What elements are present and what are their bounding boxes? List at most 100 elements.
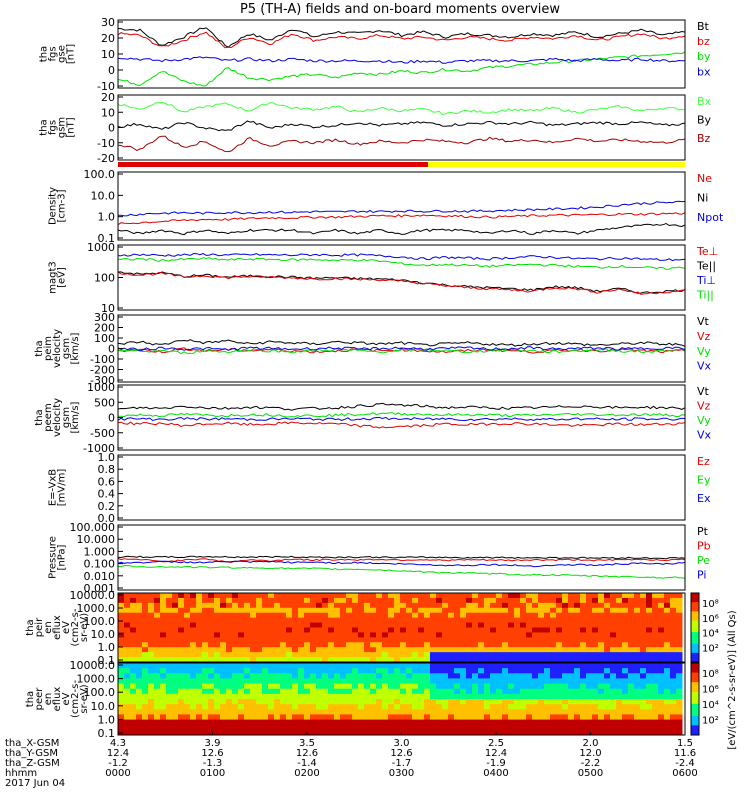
colorbar-segment [691, 620, 699, 624]
spectrogram-cell [616, 593, 623, 599]
spectrogram-cell [268, 617, 275, 624]
spectrogram-cell [202, 724, 209, 731]
spectrogram-cell [592, 693, 599, 700]
spectrogram-cell [184, 597, 191, 604]
spectrogram-cell [430, 688, 437, 695]
spectrogram-cell [172, 652, 179, 658]
spectrogram-cell [526, 617, 533, 624]
spectrogram-cell [508, 724, 515, 731]
ytick-label: 10000.0 [70, 659, 116, 672]
ylabel: gsm [61, 338, 72, 359]
colorbar-segment [691, 667, 699, 671]
spectrogram-cell [328, 688, 335, 695]
spectrogram-cell [544, 612, 551, 619]
spectrogram-cell [388, 699, 395, 705]
spectrogram-cell [310, 714, 317, 721]
spectrogram-cell [220, 673, 227, 679]
spectrogram-cell [550, 602, 557, 609]
spectrogram-cell [610, 673, 617, 679]
spectrogram-cell [616, 657, 623, 663]
spectrogram-cell [478, 714, 485, 721]
spectrogram-cell [496, 602, 503, 609]
spectrogram-cell [544, 622, 551, 628]
spectrogram-cell [340, 699, 347, 705]
spectrogram-cell [658, 637, 665, 643]
spectrogram-cell [280, 729, 287, 736]
spectrogram-cell [496, 729, 503, 736]
spectrogram-cell [280, 663, 287, 669]
spectrogram-cell [592, 668, 599, 674]
spectrogram-cell [292, 683, 299, 690]
spectrogram-cell [514, 612, 521, 619]
spectrogram-cell [556, 607, 563, 614]
spectrogram-cell [550, 663, 557, 669]
spectrogram-cell [274, 607, 281, 614]
spectrogram-cell [658, 647, 665, 653]
spectrogram-cell [448, 627, 455, 633]
spectrogram-cell [550, 729, 557, 736]
ylabel: peim [43, 336, 54, 361]
spectrogram-cell [238, 642, 245, 648]
spectrogram-cell [604, 602, 611, 609]
spectrogram-cell [142, 597, 149, 604]
spectrogram-cell [544, 617, 551, 624]
spectrogram-cell [610, 593, 617, 599]
spectrogram-cell [358, 724, 365, 731]
spectrogram-cell [538, 673, 545, 679]
legend-Ex: Ex [697, 492, 711, 505]
spectrogram-cell [454, 724, 461, 731]
spectrogram-cell [652, 724, 659, 731]
spectrogram-cell [562, 597, 569, 604]
spectrogram-cell [646, 683, 653, 690]
spectrogram-cell [628, 683, 635, 690]
spectrogram-cell [598, 637, 605, 643]
spectrogram-cell [514, 637, 521, 643]
spectrogram-cell [244, 617, 251, 624]
spectrogram-cell [382, 709, 389, 715]
spectrogram-cell [166, 593, 173, 599]
spectrogram-cell [208, 597, 215, 604]
spectrogram-cell [424, 688, 431, 695]
spectrogram-cell [394, 673, 401, 679]
spectrogram-cell [178, 704, 185, 710]
spectrogram-cell [616, 622, 623, 628]
spectrogram-cell [496, 724, 503, 731]
spectrogram-cell [580, 683, 587, 690]
spectrogram-cell [652, 593, 659, 599]
spectrogram-cell [580, 637, 587, 643]
spectrogram-cell [448, 622, 455, 628]
spectrogram-cell [496, 663, 503, 669]
spectrogram-cell [220, 617, 227, 624]
spectrogram-cell [514, 693, 521, 700]
spectrogram-cell [502, 602, 509, 609]
spectrogram-cell [190, 657, 197, 663]
spectrogram-cell [154, 652, 161, 658]
xtick-hhmm: 0200 [294, 768, 319, 779]
spectrogram-cell [586, 627, 593, 633]
colorbar-segment [691, 689, 699, 693]
spectrogram-cell [490, 699, 497, 705]
spectrogram-cell [604, 709, 611, 715]
spectrogram-cell [370, 642, 377, 648]
spectrogram-cell [130, 593, 137, 599]
spectrogram-cell [358, 683, 365, 690]
spectrogram-cell [430, 627, 437, 633]
spectrogram-cell [616, 617, 623, 624]
spectrogram-cell [412, 637, 419, 643]
spectrogram-cell [226, 632, 233, 638]
spectrogram-cell [250, 729, 257, 736]
spectrogram-cell [364, 729, 371, 736]
spectrogram-cell [262, 597, 269, 604]
spectrogram-cell [616, 612, 623, 619]
spectrogram-cell [148, 714, 155, 721]
spectrogram-cell [394, 652, 401, 658]
spectrogram-cell [238, 637, 245, 643]
spectrogram-cell [568, 709, 575, 715]
spectrogram-cell [328, 622, 335, 628]
spectrogram-cell [592, 612, 599, 619]
spectrogram-cell [334, 612, 341, 619]
spectrogram-cell [664, 647, 671, 653]
spectrogram-cell [616, 673, 623, 679]
spectrogram-cell [670, 617, 677, 624]
spectrogram-cell [160, 637, 167, 643]
